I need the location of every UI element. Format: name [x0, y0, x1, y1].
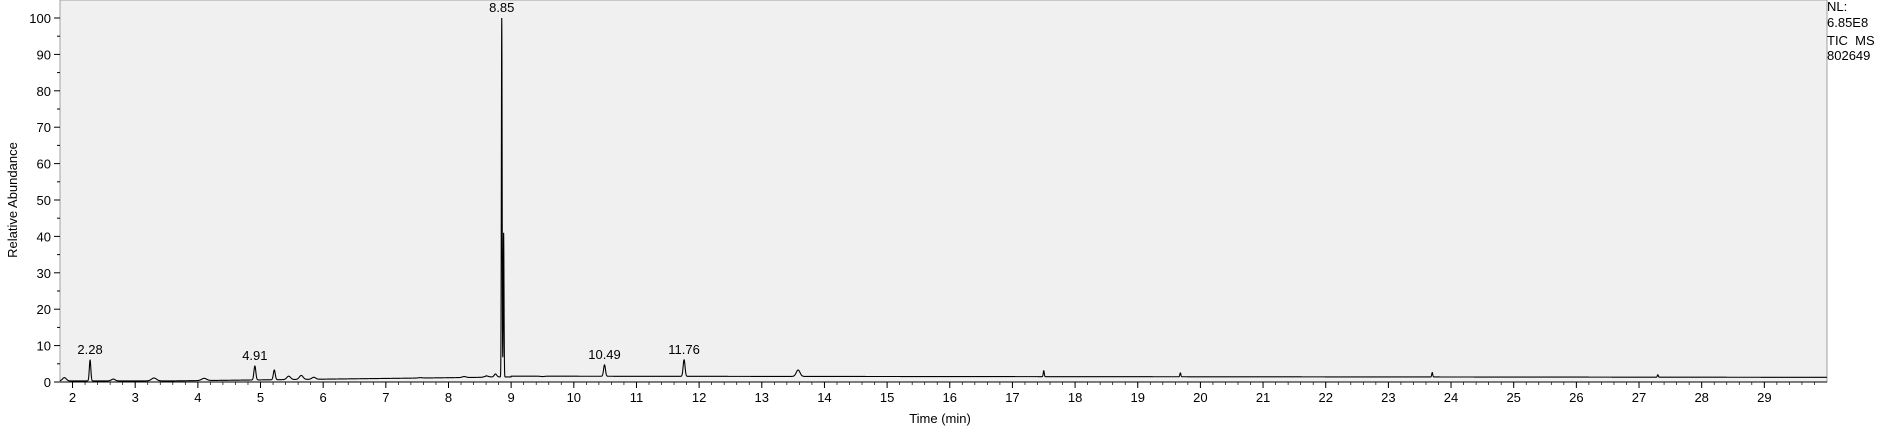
y-axis: 0 10 20 30 40 50 60 70 80 90 100 [29, 11, 60, 390]
scan-filter-label: TIC MS [1827, 33, 1875, 48]
x-tick-label: 3 [132, 390, 139, 405]
x-tick-label: 26 [1569, 390, 1583, 405]
y-tick-label: 80 [37, 84, 51, 99]
x-tick-label: 12 [692, 390, 706, 405]
x-tick-label: 4 [194, 390, 201, 405]
y-tick-label: 40 [37, 229, 51, 244]
x-tick-label: 10 [567, 390, 581, 405]
x-tick-label: 28 [1694, 390, 1708, 405]
x-tick-label: 19 [1131, 390, 1145, 405]
y-tick-label: 0 [44, 375, 51, 390]
y-tick-label: 30 [37, 266, 51, 281]
x-tick-label: 14 [817, 390, 831, 405]
x-tick-label: 11 [630, 390, 644, 405]
x-axis-title: Time (min) [909, 411, 971, 426]
x-tick-label: 20 [1193, 390, 1207, 405]
y-tick-label: 50 [37, 193, 51, 208]
x-tick-label: 29 [1757, 390, 1771, 405]
y-tick-label: 90 [37, 47, 51, 62]
x-tick-label: 6 [320, 390, 327, 405]
peak-label: 2.28 [77, 342, 102, 357]
x-tick-label: 9 [508, 390, 515, 405]
normalization-label: NL: [1827, 0, 1848, 14]
y-tick-label: 10 [37, 339, 51, 354]
y-tick-label: 20 [37, 302, 51, 317]
sample-name: 802649 [1827, 48, 1871, 63]
peak-label: 11.76 [668, 342, 700, 357]
x-tick-label: 5 [257, 390, 264, 405]
x-tick-label: 8 [445, 390, 452, 405]
x-tick-label: 22 [1318, 390, 1332, 405]
x-tick-label: 18 [1068, 390, 1082, 405]
x-tick-label: 24 [1444, 390, 1458, 405]
x-tick-label: 13 [755, 390, 769, 405]
x-tick-label: 25 [1506, 390, 1520, 405]
y-tick-label: 60 [37, 157, 51, 172]
plot-area [59, 0, 1828, 383]
y-tick-label: 100 [29, 11, 51, 26]
x-tick-label: 15 [880, 390, 894, 405]
normalization-value: 6.85E8 [1827, 15, 1869, 30]
x-tick-label: 21 [1256, 390, 1270, 405]
x-tick-label: 17 [1005, 390, 1019, 405]
y-axis-title: Relative Abundance [5, 142, 20, 258]
tic-trace-line [59, 17, 1827, 382]
x-tick-label: 16 [943, 390, 957, 405]
peak-label: 10.49 [588, 347, 621, 362]
peak-labels: 2.28 4.91 8.85 10.49 11.76 [77, 0, 699, 363]
x-axis: 2 3 4 5 6 7 8 9 10 11 12 13 14 15 16 17 18 19 20 21 22 23 24 25… [60, 381, 1827, 405]
peak-label: 4.91 [242, 348, 267, 363]
x-tick-label: 7 [382, 390, 389, 405]
x-tick-label: 23 [1381, 390, 1395, 405]
y-tick-label: 70 [37, 120, 51, 135]
peak-label: 8.85 [489, 0, 514, 15]
x-tick-label: 2 [69, 390, 76, 405]
x-tick-label: 27 [1632, 390, 1646, 405]
